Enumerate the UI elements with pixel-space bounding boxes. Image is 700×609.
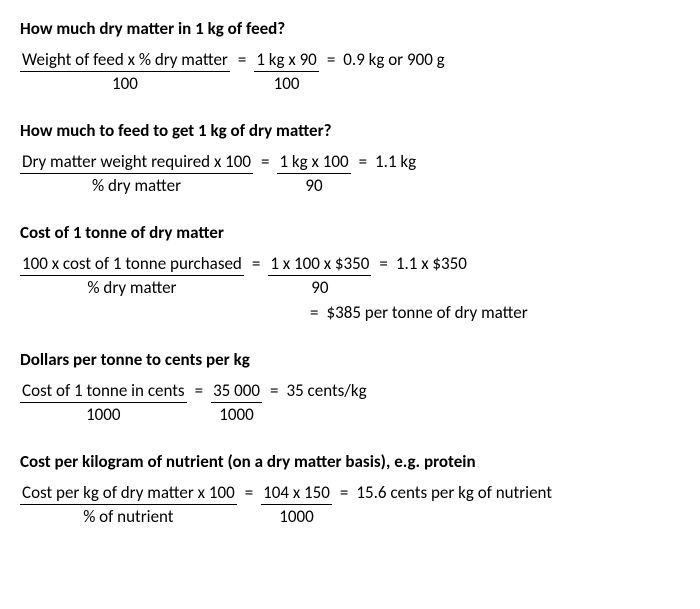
denominator: 1000 [86, 403, 120, 425]
formula-fraction: Dry matter weight required x 100 % dry m… [20, 151, 253, 196]
result: 35 cents/kg [286, 380, 366, 401]
numerator: 100 x cost of 1 tonne purchased [20, 253, 244, 276]
heading: How much dry matter in 1 kg of feed? [20, 18, 680, 39]
result: 0.9 kg or 900 g [343, 49, 444, 70]
equals-sign: = [319, 49, 343, 70]
equals-sign: = [230, 49, 254, 70]
equation-row: Cost per kg of dry matter x 100 % of nut… [20, 482, 680, 527]
equals-sign: = [371, 253, 395, 274]
denominator: % dry matter [87, 276, 176, 298]
step-fraction: 1 x 100 x $350 90 [268, 253, 371, 298]
numerator: Cost per kg of dry matter x 100 [20, 482, 237, 505]
denominator: 90 [311, 276, 328, 298]
result: 1.1 kg [375, 151, 416, 172]
denominator: % dry matter [92, 174, 181, 196]
formula-fraction: 100 x cost of 1 tonne purchased % dry ma… [20, 253, 244, 298]
equation-row: 100 x cost of 1 tonne purchased % dry ma… [20, 253, 680, 298]
section-dollars-to-cents: Dollars per tonne to cents per kg Cost o… [20, 349, 680, 425]
equation-row: Weight of feed x % dry matter 100 = 1 kg… [20, 49, 680, 94]
numerator: 1 x 100 x $350 [268, 253, 371, 276]
numerator: 104 x 150 [261, 482, 332, 505]
section-cost-tonne-dry-matter: Cost of 1 tonne of dry matter 100 x cost… [20, 222, 680, 323]
equals-sign: = [237, 482, 261, 503]
equals-sign: = [187, 380, 211, 401]
step-fraction: 1 kg x 90 100 [254, 49, 318, 94]
result: $385 per tonne of dry matter [326, 302, 527, 323]
numerator: 35 000 [211, 380, 262, 403]
formula-fraction: Cost per kg of dry matter x 100 % of nut… [20, 482, 237, 527]
step-fraction: 104 x 150 1000 [261, 482, 332, 527]
heading: Cost of 1 tonne of dry matter [20, 222, 680, 243]
formula-fraction: Cost of 1 tonne in cents 1000 [20, 380, 187, 425]
formula-fraction: Weight of feed x % dry matter 100 [20, 49, 230, 94]
equals-sign: = [332, 482, 356, 503]
intermediate-result: 1.1 x $350 [396, 253, 467, 274]
numerator: Dry matter weight required x 100 [20, 151, 253, 174]
denominator: 90 [305, 174, 322, 196]
denominator: 1000 [219, 403, 253, 425]
numerator: 1 kg x 90 [254, 49, 318, 72]
equation-row: Cost of 1 tonne in cents 1000 = 35 000 1… [20, 380, 680, 425]
equals-sign: = [302, 302, 326, 323]
denominator: 100 [112, 72, 138, 94]
heading: How much to feed to get 1 kg of dry matt… [20, 120, 680, 141]
equation-row-2: = $385 per tonne of dry matter [20, 302, 680, 323]
step-fraction: 1 kg x 100 90 [277, 151, 350, 196]
denominator: % of nutrient [83, 505, 173, 527]
equals-sign: = [253, 151, 277, 172]
denominator: 1000 [279, 505, 313, 527]
spacer [20, 302, 302, 323]
step-fraction: 35 000 1000 [211, 380, 262, 425]
heading: Cost per kilogram of nutrient (on a dry … [20, 451, 680, 472]
numerator: Cost of 1 tonne in cents [20, 380, 187, 403]
numerator: Weight of feed x % dry matter [20, 49, 230, 72]
heading: Dollars per tonne to cents per kg [20, 349, 680, 370]
equals-sign: = [244, 253, 268, 274]
denominator: 100 [274, 72, 300, 94]
section-dry-matter-in-feed: How much dry matter in 1 kg of feed? Wei… [20, 18, 680, 94]
section-cost-per-kg-nutrient: Cost per kilogram of nutrient (on a dry … [20, 451, 680, 527]
equation-row: Dry matter weight required x 100 % dry m… [20, 151, 680, 196]
section-feed-for-dry-matter: How much to feed to get 1 kg of dry matt… [20, 120, 680, 196]
equals-sign: = [262, 380, 286, 401]
equals-sign: = [351, 151, 375, 172]
numerator: 1 kg x 100 [277, 151, 350, 174]
result: 15.6 cents per kg of nutrient [356, 482, 552, 503]
